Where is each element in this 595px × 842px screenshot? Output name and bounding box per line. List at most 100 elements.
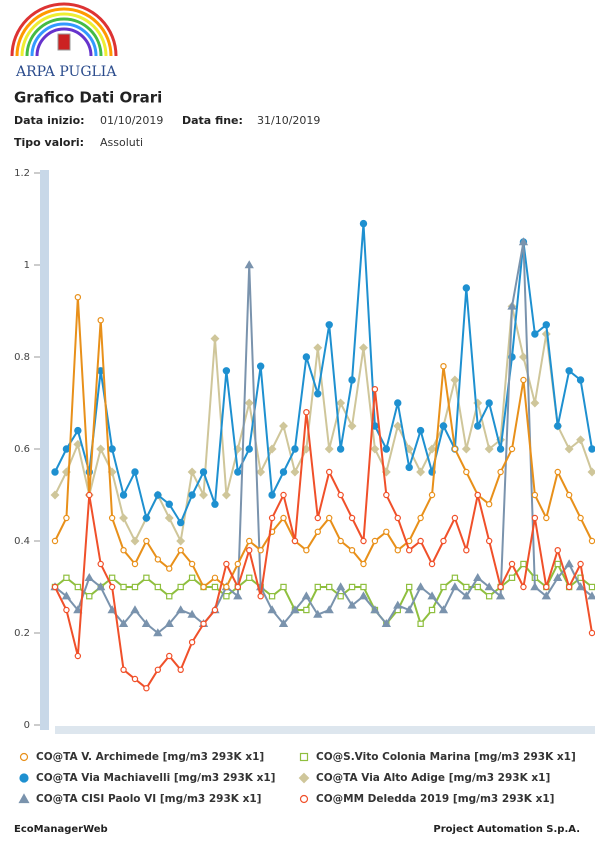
point	[358, 591, 369, 600]
point	[543, 514, 550, 522]
point	[565, 367, 573, 375]
point	[336, 445, 345, 453]
point	[107, 605, 117, 614]
series	[50, 301, 595, 546]
point	[280, 514, 287, 522]
point	[164, 513, 174, 523]
point	[302, 353, 311, 361]
point	[50, 490, 60, 500]
point	[394, 514, 401, 522]
start-value: 01/10/2019	[100, 114, 163, 127]
legend-label: CO@TA Via Alto Adige [mg/m3 293K x1]	[316, 772, 550, 784]
point	[84, 573, 94, 581]
point	[313, 609, 323, 618]
legend-label: CO@TA CISI Paolo VI [mg/m3 293K x1]	[36, 793, 261, 805]
point	[211, 583, 219, 591]
point	[131, 675, 139, 683]
legend-label: CO@TA Via Machiavelli [mg/m3 293K x1]	[36, 772, 275, 784]
point	[508, 560, 516, 568]
point	[417, 537, 424, 545]
point	[246, 537, 253, 545]
point	[51, 537, 59, 545]
point	[131, 583, 139, 591]
point	[565, 583, 573, 591]
point	[337, 537, 344, 545]
legend-item: CO@S.Vito Colonia Marina [mg/m3 293K x1]	[299, 751, 576, 763]
point	[463, 468, 470, 476]
point	[451, 574, 459, 582]
point	[415, 582, 426, 591]
point	[62, 445, 71, 453]
point	[234, 560, 242, 568]
point	[324, 444, 334, 454]
point	[246, 547, 253, 554]
point	[290, 605, 300, 614]
point	[324, 605, 334, 614]
point	[298, 772, 310, 784]
point	[543, 583, 550, 591]
point	[554, 422, 562, 430]
point	[359, 219, 368, 228]
point	[348, 514, 356, 522]
x-axis-band	[55, 726, 595, 734]
series-line	[54, 241, 593, 635]
point	[245, 445, 253, 453]
point	[200, 583, 207, 591]
point	[325, 321, 333, 329]
point	[299, 794, 309, 804]
point	[439, 422, 448, 430]
legend-item: CO@TA Via Machiavelli [mg/m3 293K x1]	[19, 772, 275, 784]
point	[588, 445, 595, 453]
point	[221, 490, 231, 500]
point	[371, 386, 379, 393]
point	[314, 528, 321, 536]
point	[576, 435, 586, 445]
point	[256, 362, 265, 370]
point	[440, 363, 447, 370]
point	[19, 773, 29, 783]
point	[223, 583, 230, 591]
point	[438, 605, 449, 614]
point	[119, 491, 128, 499]
point	[587, 467, 595, 477]
point	[108, 514, 116, 522]
point	[303, 606, 310, 614]
point	[520, 583, 527, 591]
point	[279, 468, 288, 476]
point	[462, 284, 471, 292]
point	[279, 421, 288, 431]
point	[303, 409, 310, 416]
point	[417, 514, 424, 522]
point	[393, 421, 403, 431]
point	[554, 560, 561, 568]
point	[359, 343, 368, 353]
point	[74, 583, 82, 591]
point	[588, 537, 595, 545]
point	[177, 583, 184, 591]
point	[554, 547, 561, 554]
point	[404, 605, 414, 614]
point	[474, 583, 481, 591]
point	[507, 301, 517, 310]
point	[154, 666, 162, 674]
point	[200, 620, 207, 628]
kind-label: Tipo valori:	[14, 136, 84, 149]
point	[211, 574, 219, 582]
point	[301, 591, 312, 600]
kind-value: Assoluti	[100, 136, 143, 149]
point	[303, 547, 310, 554]
point	[451, 445, 459, 453]
point	[588, 629, 595, 637]
point	[131, 560, 139, 568]
point	[577, 514, 584, 522]
point	[326, 468, 333, 476]
point	[485, 399, 493, 407]
point	[428, 606, 436, 614]
point	[154, 491, 162, 499]
point	[244, 260, 254, 269]
point	[326, 514, 333, 522]
point	[474, 422, 482, 430]
point	[440, 583, 447, 591]
point	[541, 329, 551, 339]
point	[405, 583, 413, 591]
